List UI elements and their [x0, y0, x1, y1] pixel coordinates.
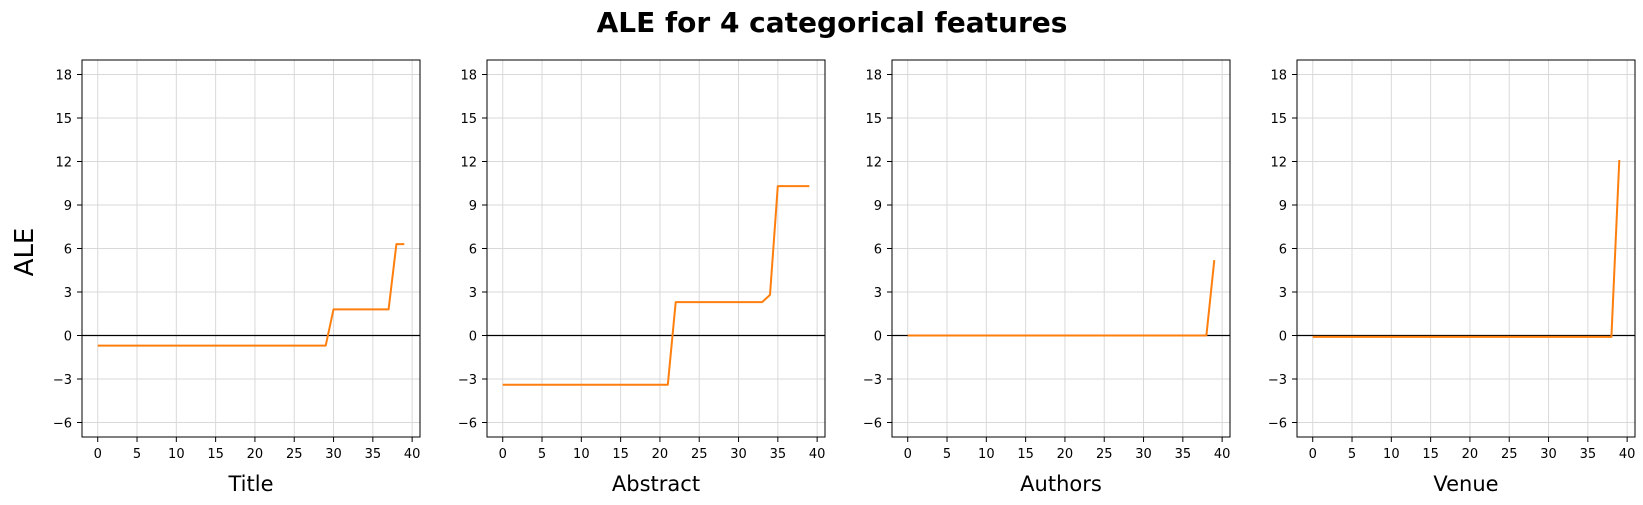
chart-panel-4: 0 5 10 15 20 25 30 35 40 −6 −3 0 3 6 9 12 15 18 Venue: [1268, 59, 1636, 496]
x-tick-label: 10: [978, 447, 995, 462]
y-tick-label: −6: [53, 417, 72, 432]
y-tick-label: −3: [863, 373, 882, 388]
y-tick-label: 18: [865, 69, 882, 84]
y-tick-label: −3: [458, 373, 477, 388]
y-tick-label: 15: [865, 112, 882, 127]
x-tick-label: 10: [1383, 447, 1400, 462]
y-tick-label: 0: [469, 330, 477, 345]
y-tick-label: 6: [874, 243, 882, 258]
x-tick-label: 0: [499, 447, 507, 462]
x-tick-label: 25: [691, 447, 708, 462]
x-tick-label: 25: [1501, 447, 1518, 462]
chart-panel-1: 0 5 10 15 20 25 30 35 40 −6 −3 0 3 6 9 12 15 18 Title: [53, 59, 421, 496]
x-tick-label: 25: [286, 447, 303, 462]
y-tick-label: 0: [1279, 330, 1287, 345]
x-tick-label: 5: [538, 447, 546, 462]
y-tick-label: 15: [1270, 112, 1287, 127]
y-tick-label: −3: [1268, 373, 1287, 388]
figure-title: ALE for 4 categorical features: [597, 6, 1068, 39]
y-tick-label: 18: [460, 69, 477, 84]
x-axis-label: Abstract: [612, 472, 700, 496]
y-tick-label: 3: [469, 286, 477, 301]
x-tick-label: 5: [943, 447, 951, 462]
x-tick-label: 30: [1135, 447, 1152, 462]
x-axis-label: Venue: [1433, 472, 1498, 496]
x-tick-label: 0: [1309, 447, 1317, 462]
y-tick-label: 12: [1270, 156, 1287, 171]
y-tick-label: 3: [1279, 286, 1287, 301]
x-tick-label: 10: [573, 447, 590, 462]
x-tick-label: 35: [1580, 447, 1597, 462]
y-tick-label: 9: [469, 199, 477, 214]
x-tick-label: 40: [809, 447, 826, 462]
x-tick-label: 40: [1214, 447, 1231, 462]
y-tick-label: 6: [469, 243, 477, 258]
x-tick-label: 20: [247, 447, 264, 462]
chart-panel-3: 0 5 10 15 20 25 30 35 40 −6 −3 0 3 6 9 12 15 18 Authors: [863, 59, 1231, 496]
x-tick-label: 0: [904, 447, 912, 462]
y-tick-label: 12: [55, 156, 72, 171]
x-tick-label: 25: [1096, 447, 1113, 462]
x-tick-label: 5: [1348, 447, 1356, 462]
series-line: [1312, 159, 1621, 338]
y-tick-label: 0: [874, 330, 882, 345]
x-tick-label: 30: [730, 447, 747, 462]
y-tick-label: −3: [53, 373, 72, 388]
y-tick-label: 15: [460, 112, 477, 127]
y-tick-label: 3: [874, 286, 882, 301]
x-tick-label: 30: [1540, 447, 1557, 462]
x-tick-label: 0: [94, 447, 102, 462]
x-tick-label: 40: [1619, 447, 1636, 462]
y-axis-label: ALE: [10, 228, 40, 277]
y-tick-label: 3: [64, 286, 72, 301]
x-tick-label: 35: [1175, 447, 1192, 462]
y-tick-label: 12: [460, 156, 477, 171]
y-tick-label: −6: [1268, 417, 1287, 432]
x-tick-label: 15: [1017, 447, 1034, 462]
x-tick-label: 30: [325, 447, 342, 462]
x-tick-label: 20: [1057, 447, 1074, 462]
y-tick-label: −6: [458, 417, 477, 432]
x-axis-label: Authors: [1020, 472, 1102, 496]
y-tick-label: 9: [1279, 199, 1287, 214]
y-tick-label: 6: [64, 243, 72, 258]
x-tick-label: 40: [404, 447, 421, 462]
x-tick-label: 15: [1422, 447, 1439, 462]
y-tick-label: −6: [863, 417, 882, 432]
y-tick-label: 6: [1279, 243, 1287, 258]
series-line: [97, 243, 405, 347]
x-tick-label: 15: [612, 447, 629, 462]
y-tick-label: 9: [64, 199, 72, 214]
x-tick-label: 35: [770, 447, 787, 462]
x-tick-label: 15: [207, 447, 224, 462]
series-line: [502, 185, 810, 386]
x-tick-label: 20: [652, 447, 669, 462]
y-tick-label: 18: [55, 69, 72, 84]
y-tick-label: 15: [55, 112, 72, 127]
y-tick-label: 9: [874, 199, 882, 214]
x-axis-label: Title: [227, 472, 273, 496]
x-tick-label: 10: [168, 447, 185, 462]
x-tick-label: 35: [365, 447, 382, 462]
chart-panel-2: 0 5 10 15 20 25 30 35 40 −6 −3 0 3 6 9 12 15 18 Abstract: [458, 59, 826, 496]
series-line: [907, 259, 1216, 337]
x-tick-label: 5: [133, 447, 141, 462]
y-tick-label: 18: [1270, 69, 1287, 84]
y-tick-label: 12: [865, 156, 882, 171]
x-tick-label: 20: [1462, 447, 1479, 462]
y-tick-label: 0: [64, 330, 72, 345]
